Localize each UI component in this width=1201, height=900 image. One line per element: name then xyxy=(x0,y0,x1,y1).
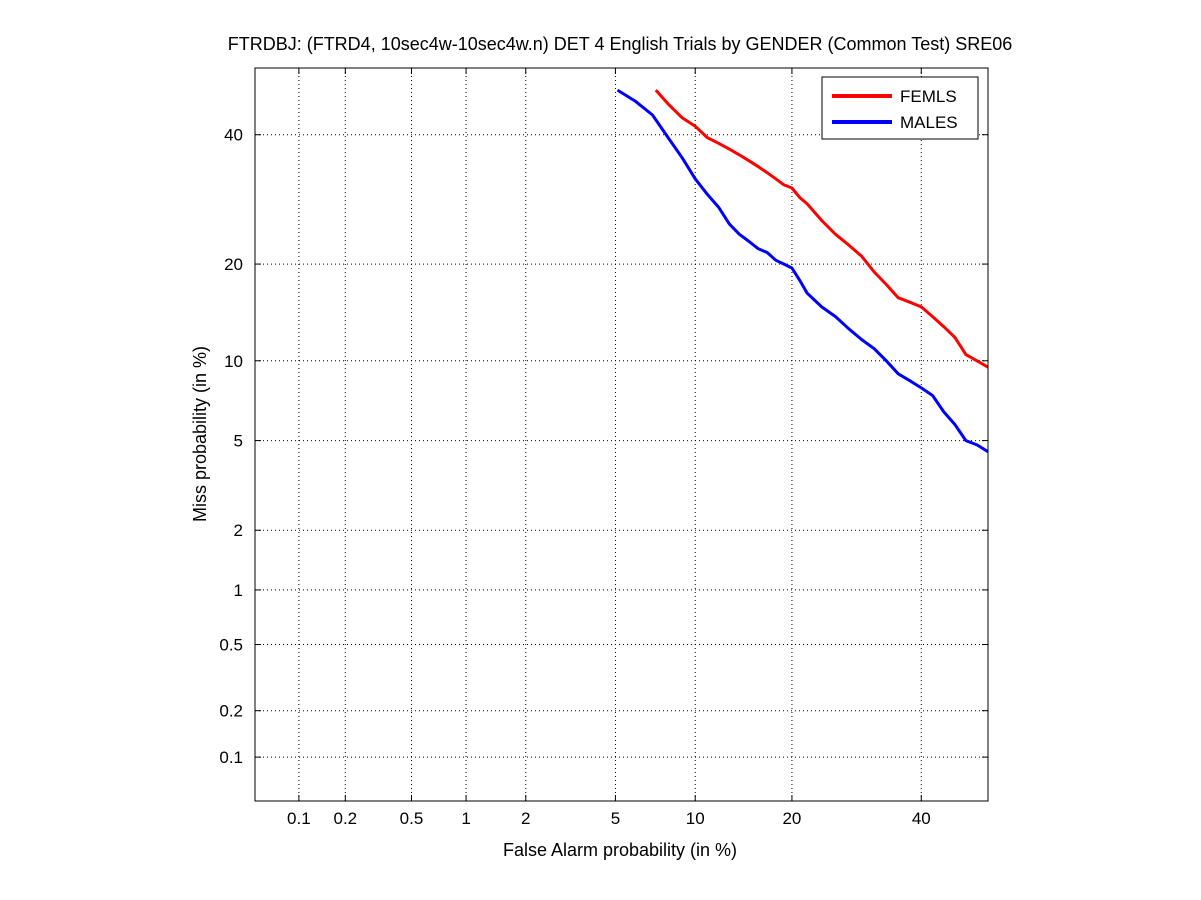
x-tick-label: 0.5 xyxy=(400,809,424,828)
y-tick-label: 10 xyxy=(224,352,243,371)
y-axis-label: Miss probability (in %) xyxy=(190,346,210,522)
x-tick-label: 5 xyxy=(611,809,620,828)
x-tick-label: 0.2 xyxy=(333,809,357,828)
y-tick-label: 5 xyxy=(234,432,243,451)
y-tick-label: 0.1 xyxy=(219,748,243,767)
x-tick-label: 1 xyxy=(461,809,470,828)
y-tick-label: 40 xyxy=(224,126,243,145)
x-tick-label: 10 xyxy=(686,809,705,828)
legend-label-males: MALES xyxy=(900,113,958,132)
plot-frame xyxy=(255,68,988,801)
series-line-males xyxy=(616,88,988,453)
series-line-femls xyxy=(654,89,988,369)
legend-label-femls: FEMLS xyxy=(900,87,957,106)
chart-title: FTRDBJ: (FTRD4, 10sec4w-10sec4w.n) DET 4… xyxy=(228,34,1013,54)
plot-area xyxy=(254,67,989,802)
x-tick-label: 0.1 xyxy=(287,809,311,828)
x-tick-label: 20 xyxy=(782,809,801,828)
plot-border xyxy=(254,67,989,802)
y-axis-ticks: 0.1 0.2 0.5 1 2 5 10 20 40 xyxy=(219,126,988,767)
y-tick-label: 20 xyxy=(224,255,243,274)
series-layer xyxy=(616,88,988,453)
y-tick-label: 2 xyxy=(234,521,243,540)
x-tick-label: 40 xyxy=(912,809,931,828)
y-tick-label: 1 xyxy=(234,581,243,600)
y-tick-label: 0.2 xyxy=(219,702,243,721)
legend: FEMLS MALES xyxy=(821,76,979,140)
x-axis-ticks: 0.1 0.2 0.5 1 2 5 10 20 40 xyxy=(287,68,931,828)
x-axis-label: False Alarm probability (in %) xyxy=(503,840,737,860)
y-tick-label: 0.5 xyxy=(219,636,243,655)
legend-box xyxy=(821,76,979,140)
x-tick-label: 2 xyxy=(521,809,530,828)
